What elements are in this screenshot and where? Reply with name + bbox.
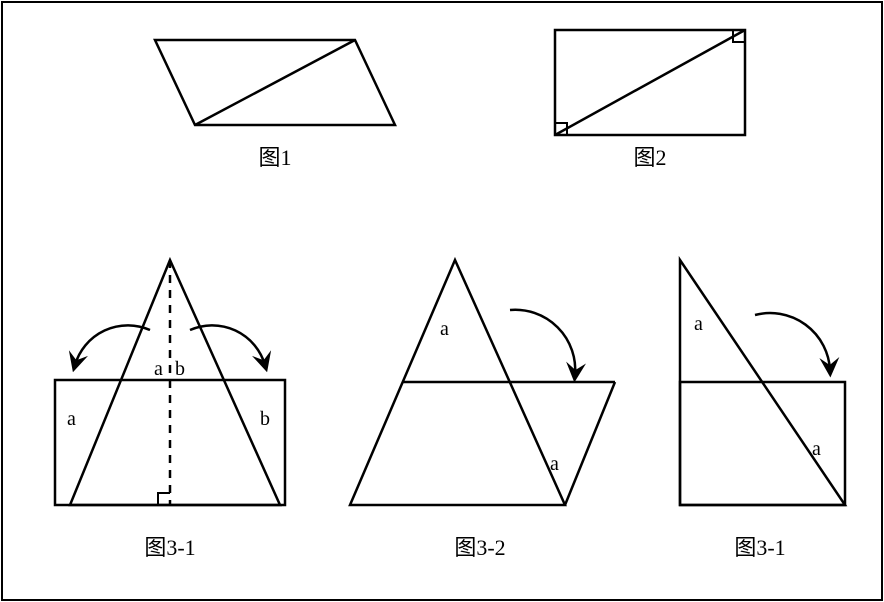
fig31-arc-left <box>75 325 150 365</box>
figure-3-2: a a <box>350 260 615 505</box>
figure-1 <box>155 40 395 125</box>
fig33-label: 图3-1 <box>734 535 785 560</box>
fig32-a-top: a <box>440 318 449 340</box>
fig1-diagonal <box>195 40 355 125</box>
fig31-b-top: b <box>175 358 185 380</box>
fig31-a-top: a <box>154 358 163 380</box>
fig32-arc <box>510 310 575 375</box>
fig31-a-left: a <box>67 408 76 430</box>
fig32-a-br: a <box>550 453 559 475</box>
fig33-a-top: a <box>694 313 703 335</box>
outer-border <box>2 2 882 600</box>
fig33-arc <box>755 313 830 370</box>
fig32-label: 图3-2 <box>454 535 505 560</box>
fig2-label: 图2 <box>633 145 666 170</box>
fig1-label: 图1 <box>258 145 291 170</box>
fig31-b-right: b <box>260 408 270 430</box>
fig33-a-right: a <box>812 438 821 460</box>
figure-3-3: a a <box>680 260 845 505</box>
fig31-label: 图3-1 <box>144 535 195 560</box>
fig31-triangle <box>70 260 280 505</box>
figure-3-1: a b a b <box>55 260 285 505</box>
fig31-perp <box>158 493 170 505</box>
fig32-para-right <box>565 382 615 505</box>
fig2-diagonal <box>555 30 745 135</box>
figure-2 <box>555 30 745 135</box>
